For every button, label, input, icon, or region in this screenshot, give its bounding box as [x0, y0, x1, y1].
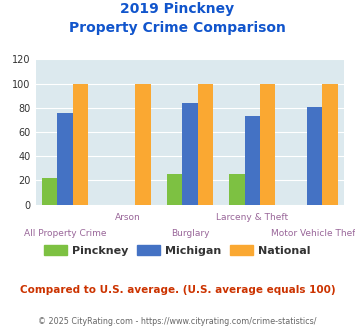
Text: Burglary: Burglary: [171, 229, 209, 238]
Legend: Pinckney, Michigan, National: Pinckney, Michigan, National: [40, 241, 315, 260]
Text: © 2025 CityRating.com - https://www.cityrating.com/crime-statistics/: © 2025 CityRating.com - https://www.city…: [38, 317, 317, 326]
Text: 2019 Pinckney: 2019 Pinckney: [120, 2, 235, 16]
Bar: [42, 178, 58, 205]
Text: Arson: Arson: [115, 213, 141, 222]
Bar: [322, 83, 338, 205]
Bar: [167, 174, 182, 205]
Bar: [198, 83, 213, 205]
Text: Motor Vehicle Theft: Motor Vehicle Theft: [271, 229, 355, 238]
Bar: [135, 83, 151, 205]
Bar: [58, 113, 73, 205]
Bar: [73, 83, 88, 205]
Text: All Property Crime: All Property Crime: [24, 229, 106, 238]
Bar: [229, 174, 245, 205]
Bar: [182, 103, 198, 205]
Text: Property Crime Comparison: Property Crime Comparison: [69, 21, 286, 35]
Bar: [245, 116, 260, 205]
Bar: [307, 107, 322, 205]
Bar: [260, 83, 275, 205]
Text: Larceny & Theft: Larceny & Theft: [216, 213, 288, 222]
Text: Compared to U.S. average. (U.S. average equals 100): Compared to U.S. average. (U.S. average …: [20, 285, 335, 295]
